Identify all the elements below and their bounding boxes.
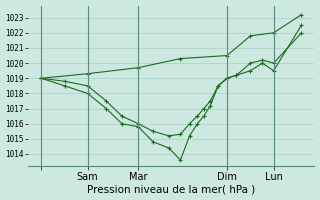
X-axis label: Pression niveau de la mer( hPa ): Pression niveau de la mer( hPa ) xyxy=(87,184,255,194)
